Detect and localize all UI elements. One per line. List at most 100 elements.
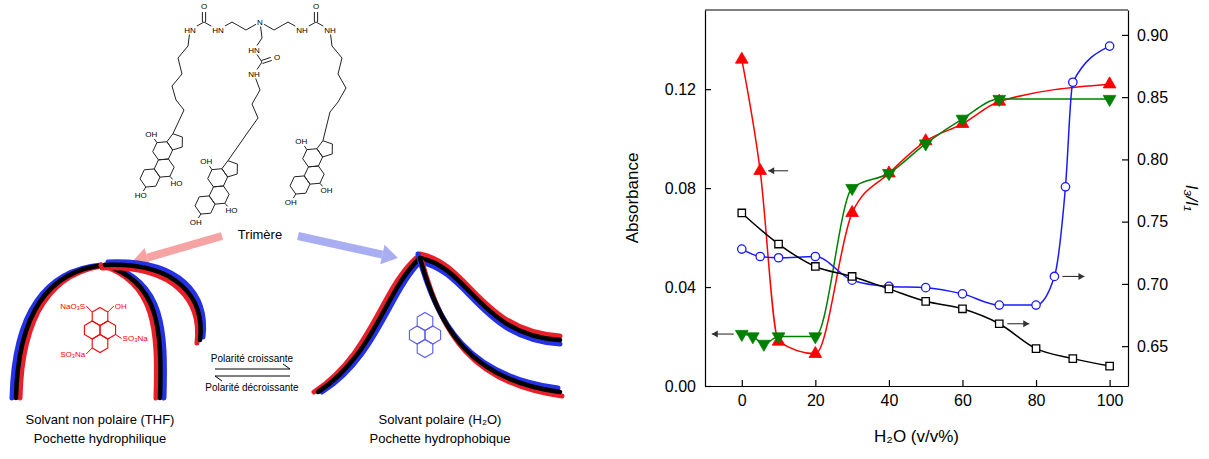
substituent-label: SO₃Na: [60, 350, 86, 359]
data-point: [922, 298, 929, 305]
data-point: [846, 206, 859, 217]
hydroxyl-label: OH: [190, 218, 202, 227]
ring: [290, 176, 310, 194]
atom-label: N: [257, 18, 263, 27]
harpoon-forward: [215, 364, 290, 369]
atom-label: O: [313, 2, 319, 11]
x-axis-title: H₂O (v/v%): [874, 427, 959, 446]
bond: [261, 57, 270, 60]
tick-label: 60: [954, 392, 972, 409]
bonds: [140, 12, 346, 223]
arm-backbone: [16, 265, 105, 398]
substituent-label: NaO₃S: [60, 302, 85, 311]
ring: [417, 313, 433, 331]
data-point: [812, 263, 819, 270]
bond: [317, 12, 318, 22]
data-point: [848, 273, 855, 280]
chart: 0204060801000.000.040.080.120.650.700.75…: [623, 10, 1201, 446]
pocket-label: Pochette hydrophobique: [370, 431, 511, 446]
tick: 0.80: [1122, 151, 1168, 168]
tick-label: 0.70: [1137, 276, 1168, 293]
data-point: [958, 290, 966, 298]
tick: 60: [954, 380, 972, 409]
series-line: [742, 213, 1110, 366]
tick: 0: [738, 380, 747, 409]
tick-mark: [1122, 346, 1128, 347]
indicator-head: [712, 331, 718, 338]
tick-label: 0.75: [1137, 213, 1168, 230]
tick-mark: [889, 380, 890, 386]
pyranine: NaO₃SOHSO₃NaSO₃Na: [60, 302, 148, 359]
tick-mark: [1036, 380, 1037, 386]
data-point: [996, 320, 1003, 327]
data-point: [885, 285, 892, 292]
hydroxyl-label: OH: [320, 186, 332, 195]
equilibrium: Polarité croissantePolarité décroissante: [205, 353, 299, 393]
plot-frame-top: [705, 9, 1128, 10]
bond: [228, 132, 248, 161]
series-line: [742, 59, 1110, 353]
ring: [208, 169, 228, 187]
tick: 0.90: [1122, 27, 1168, 44]
hydroxyl-label: HO: [225, 206, 237, 215]
tick: 0.04: [665, 279, 711, 296]
tick: 0.00: [665, 378, 711, 395]
data-point: [1050, 272, 1058, 280]
tick-label: 0.12: [665, 81, 696, 98]
y-axis: 0.00 0.04 0.08 0.12: [665, 11, 711, 395]
tick-mark: [1122, 97, 1128, 98]
ring: [92, 308, 108, 326]
arm-backbone: [420, 258, 560, 392]
ring: [304, 166, 324, 184]
data-point: [811, 252, 819, 260]
atom-label: NH: [296, 26, 308, 35]
data-point: [1105, 42, 1113, 50]
label-background: [247, 70, 261, 79]
plot-area: [735, 42, 1116, 370]
ring: [154, 159, 174, 177]
label-background: [294, 137, 308, 146]
tick-label: 0.04: [665, 279, 696, 296]
data-point: [1069, 355, 1076, 362]
arrow-shaft: [298, 236, 382, 255]
trimer-molecule: HOHOOHHNOHNOHHOOHHNONHOHOHOHNHONHN: [134, 2, 346, 228]
ring: [417, 340, 433, 358]
arrow-head: [380, 245, 398, 265]
tick-mark: [962, 380, 963, 386]
atom-labels: HOHOOHHNOHNOHHOOHHNONHOHOHOHNHONHN: [134, 2, 337, 228]
tick: 40: [881, 380, 899, 409]
data-point: [746, 333, 759, 344]
arm-inner-face: [322, 258, 424, 392]
tick-label: 0.90: [1137, 27, 1168, 44]
arm-outer-face: [422, 262, 562, 396]
ring: [195, 196, 215, 214]
tick: 0.08: [665, 180, 711, 197]
ring: [140, 169, 160, 187]
substituent-label: SO₃Na: [123, 334, 149, 343]
tick-label: 0.00: [665, 378, 696, 395]
data-point: [1103, 77, 1116, 88]
data-point: [735, 52, 748, 63]
data-point: [775, 240, 782, 247]
tick-mark: [1110, 380, 1111, 386]
tick: 0.75: [1122, 213, 1168, 230]
y2-axis-title: I₃/I₁: [1182, 185, 1201, 211]
pyrene: [409, 313, 440, 358]
label-background: [319, 186, 333, 195]
data-point: [1032, 345, 1039, 352]
label-background: [169, 179, 183, 188]
diagram: HOHOOHHNOHNOHHOOHHNONHOHOHOHNHONHNTrimèr…: [12, 2, 562, 447]
arm-inner-face: [101, 265, 156, 398]
arm-inner-face: [102, 268, 198, 343]
hydroxyl-label: OH: [285, 198, 297, 207]
tick-label: 80: [1028, 392, 1046, 409]
hydroxyl-label: OH: [145, 130, 157, 139]
tick-mark: [1122, 159, 1128, 160]
bond: [248, 22, 262, 132]
data-point: [919, 140, 932, 151]
hydrophobic-pocket: [314, 254, 562, 396]
data-point: [995, 301, 1003, 309]
harpoon-backward: [215, 376, 290, 381]
hydroxyl-label: HO: [135, 191, 147, 200]
bond: [263, 60, 272, 63]
